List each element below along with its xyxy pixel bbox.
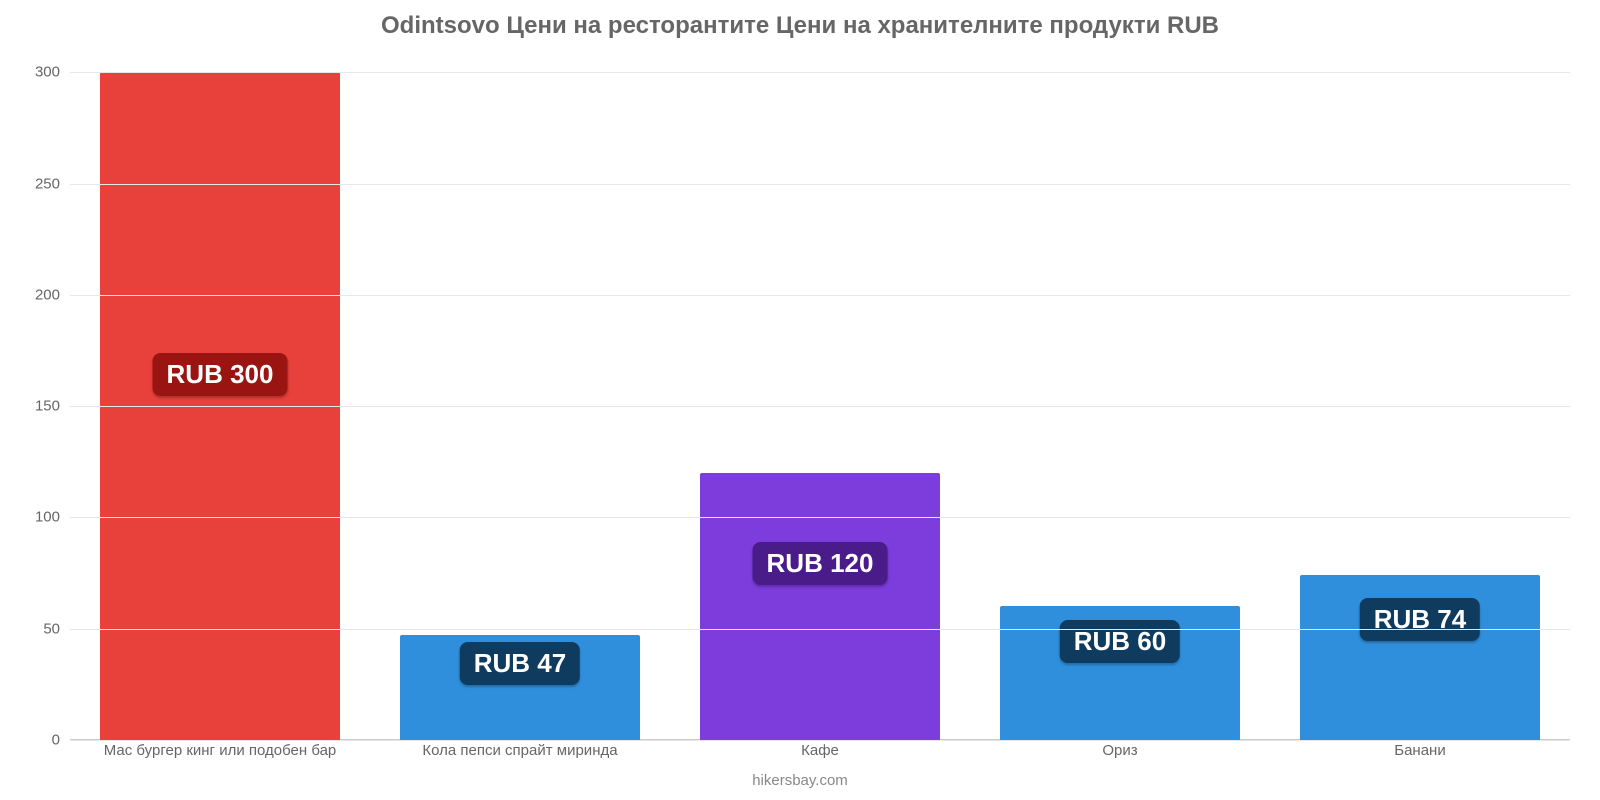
bars-container: RUB 300 RUB 47 RUB 120 RUB 60 RUB 74 (70, 50, 1570, 740)
y-tick-label: 300 (10, 64, 60, 81)
value-badge: RUB 300 (153, 353, 288, 396)
y-tick-label: 50 (10, 620, 60, 637)
y-tick-label: 0 (10, 732, 60, 749)
chart-title: Odintsovo Цени на ресторантите Цени на х… (0, 0, 1600, 40)
bar (700, 473, 940, 740)
x-tick-label: Мас бургер кинг или подобен бар (70, 742, 370, 759)
bar-slot: RUB 47 (370, 50, 670, 740)
y-tick-label: 150 (10, 398, 60, 415)
price-bar-chart: Odintsovo Цени на ресторантите Цени на х… (0, 0, 1600, 800)
chart-footer-source: hikersbay.com (0, 772, 1600, 789)
grid-line (70, 184, 1570, 185)
value-badge: RUB 120 (753, 542, 888, 585)
plot-area: RUB 300 RUB 47 RUB 120 RUB 60 RUB 74 (70, 50, 1570, 740)
value-badge: RUB 47 (460, 642, 580, 685)
x-tick-label: Банани (1270, 742, 1570, 759)
y-tick-label: 100 (10, 509, 60, 526)
grid-line (70, 629, 1570, 630)
x-axis-labels: Мас бургер кинг или подобен барКола пепс… (70, 742, 1570, 759)
y-tick-label: 250 (10, 175, 60, 192)
value-badge: RUB 60 (1060, 620, 1180, 663)
grid-line (70, 517, 1570, 518)
bar-slot: RUB 120 (670, 50, 970, 740)
x-tick-label: Кафе (670, 742, 970, 759)
bar-slot: RUB 300 (70, 50, 370, 740)
x-tick-label: Ориз (970, 742, 1270, 759)
y-tick-label: 200 (10, 286, 60, 303)
x-tick-label: Кола пепси спрайт миринда (370, 742, 670, 759)
bar-slot: RUB 74 (1270, 50, 1570, 740)
bar-slot: RUB 60 (970, 50, 1270, 740)
value-badge: RUB 74 (1360, 598, 1480, 641)
grid-line (70, 72, 1570, 73)
grid-line (70, 295, 1570, 296)
grid-line (70, 406, 1570, 407)
grid-line (70, 740, 1570, 741)
